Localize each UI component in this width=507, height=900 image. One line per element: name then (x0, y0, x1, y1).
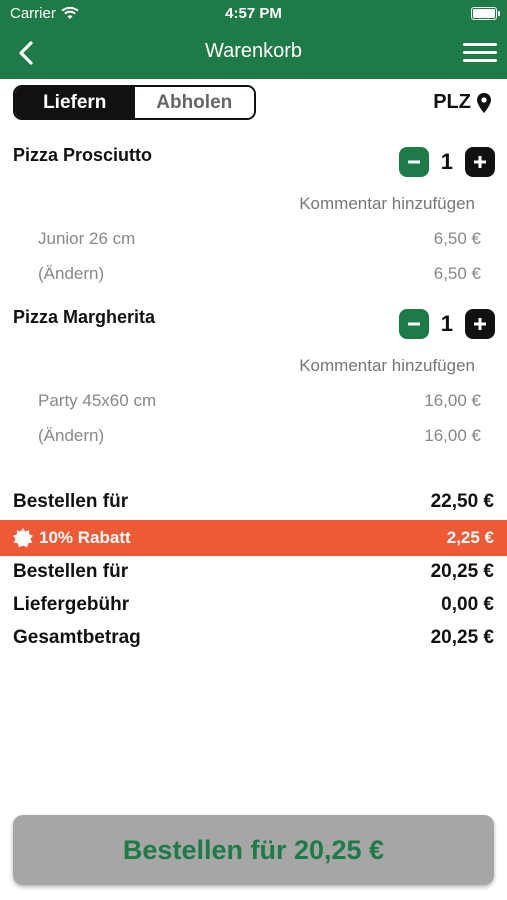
location-pin-icon (477, 92, 491, 113)
discount-left: 10% Rabatt (13, 528, 131, 548)
carrier-label: Carrier (10, 5, 56, 22)
discounted-subtotal-value: 20,25 € (430, 561, 494, 582)
quantity-value: 1 (440, 149, 453, 174)
item-name: Pizza Margherita (13, 307, 156, 327)
item-size-row: Junior 26 cm 6,50 € (38, 229, 481, 249)
postcode-label: PLZ (433, 91, 471, 113)
navigation-bar: Warenkorb (0, 28, 507, 79)
delivery-mode-toggle: Liefern Abholen (13, 85, 256, 120)
delivery-fee-value: 0,00 € (441, 594, 494, 615)
hamburger-menu-icon[interactable] (463, 38, 497, 68)
item-name: Pizza Prosciutto (13, 145, 153, 165)
delivery-fee-label: Liefergebühr (13, 594, 130, 615)
subtotal-value: 22,50 € (430, 491, 494, 512)
battery-icon (471, 7, 500, 20)
add-comment-link[interactable]: Kommentar hinzufügen (299, 194, 475, 213)
item-size: Party 45x60 cm (38, 391, 157, 410)
quantity-value: 1 (440, 311, 453, 336)
subtotal-label: Bestellen für (13, 491, 129, 512)
total-value: 20,25 € (430, 627, 494, 648)
item-size-row: Party 45x60 cm 16,00 € (38, 391, 481, 411)
change-item-link[interactable]: (Ändern) (38, 426, 105, 445)
decrease-quantity-button[interactable] (398, 309, 429, 339)
total-label: Gesamtbetrag (13, 627, 141, 648)
item-change-row: (Ändern) 6,50 € (38, 264, 481, 284)
item-price: 16,00 € (424, 426, 481, 445)
page-title: Warenkorb (204, 40, 303, 62)
cart-item: Pizza Margherita 1 Kommentar hinzufügen … (0, 307, 507, 457)
item-change-row: (Ändern) 16,00 € (38, 426, 481, 446)
wifi-icon (61, 7, 79, 19)
delivery-fee-row: Liefergebühr 0,00 € (13, 594, 494, 616)
pickup-tab[interactable]: Abholen (134, 87, 254, 118)
plus-icon (474, 318, 486, 330)
subtotal-row: Bestellen für 22,50 € (13, 491, 494, 513)
discount-row: 10% Rabatt 2,25 € (0, 520, 507, 556)
back-chevron-icon (19, 41, 33, 65)
total-row: Gesamtbetrag 20,25 € (13, 627, 494, 649)
discount-value: 2,25 € (446, 528, 494, 547)
item-price: 6,50 € (433, 264, 481, 283)
increase-quantity-button[interactable] (465, 147, 495, 177)
status-bar: Carrier 4:57 PM (0, 0, 507, 28)
carrier: Carrier (10, 5, 79, 22)
top-bar: Carrier 4:57 PM Warenkorb (0, 0, 507, 79)
discount-label: 10% Rabatt (39, 528, 131, 547)
clock: 4:57 PM (225, 5, 282, 22)
quantity-stepper: 1 (398, 147, 495, 177)
place-order-button[interactable]: Bestellen für 20,25 € (13, 815, 494, 885)
minus-icon (407, 160, 420, 164)
discounted-subtotal-row: Bestellen für 20,25 € (13, 561, 494, 583)
deliver-tab[interactable]: Liefern (15, 87, 135, 118)
quantity-stepper: 1 (398, 309, 495, 339)
increase-quantity-button[interactable] (465, 309, 495, 339)
change-item-link[interactable]: (Ändern) (38, 264, 105, 283)
add-comment-link[interactable]: Kommentar hinzufügen (299, 356, 475, 375)
decrease-quantity-button[interactable] (398, 147, 429, 177)
cart-item: Pizza Prosciutto 1 Kommentar hinzufügen … (0, 145, 507, 295)
plus-icon (474, 156, 486, 168)
discount-badge-icon (13, 528, 33, 548)
item-size-price: 6,50 € (433, 229, 481, 248)
postcode-selector[interactable]: PLZ (433, 91, 491, 114)
discounted-subtotal-label: Bestellen für (13, 561, 129, 582)
back-button[interactable] (12, 38, 42, 68)
item-size-price: 16,00 € (424, 391, 481, 410)
minus-icon (407, 322, 420, 326)
item-size: Junior 26 cm (38, 229, 136, 248)
